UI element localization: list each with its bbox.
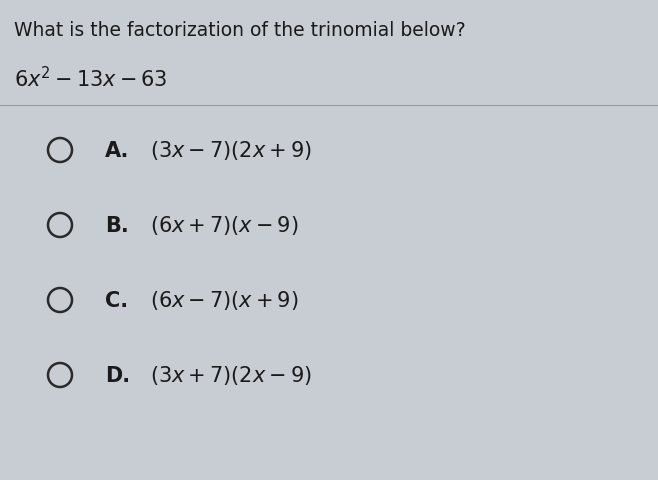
Text: $(3x-7)(2x+9)$: $(3x-7)(2x+9)$ [150, 139, 312, 162]
Text: A.: A. [105, 141, 130, 161]
Text: C.: C. [105, 290, 128, 311]
Text: D.: D. [105, 365, 130, 385]
Text: $(6x-7)(x+9)$: $(6x-7)(x+9)$ [150, 289, 299, 312]
Text: $6x^2 - 13x - 63$: $6x^2 - 13x - 63$ [14, 66, 168, 91]
Text: $(6x+7)(x-9)$: $(6x+7)(x-9)$ [150, 214, 299, 237]
Text: $(3x+7)(2x-9)$: $(3x+7)(2x-9)$ [150, 364, 312, 387]
Text: B.: B. [105, 216, 129, 236]
Text: What is the factorization of the trinomial below?: What is the factorization of the trinomi… [14, 21, 466, 40]
